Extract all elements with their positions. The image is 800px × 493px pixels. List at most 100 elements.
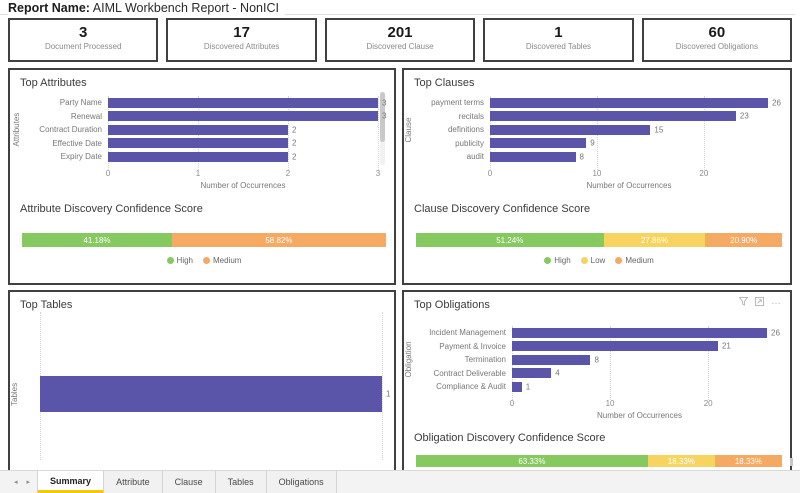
tab-summary[interactable]: Summary: [37, 471, 105, 493]
legend-dot-icon: [615, 257, 623, 264]
category-label: Expiry Date: [60, 152, 102, 162]
kpi-card[interactable]: 60 Discovered Obligations: [641, 18, 793, 62]
bar-value-label: 2: [292, 138, 297, 148]
x-tick-label: 0: [105, 168, 111, 178]
kpi-card[interactable]: 17 Discovered Attributes: [166, 18, 317, 62]
chart-title-top-attributes: Top Attributes: [20, 77, 87, 89]
bar-plot-area: 2: [108, 151, 378, 162]
bar-value-label: 9: [590, 138, 595, 148]
bar-value-label: 1: [386, 389, 391, 399]
bar[interactable]: [108, 151, 288, 162]
kpi-value: 3: [79, 24, 88, 41]
confidence-segment[interactable]: 18.33%: [647, 455, 715, 467]
bar[interactable]: [490, 124, 651, 135]
bar-value-label: 26: [772, 98, 781, 108]
legend-label: High: [554, 256, 571, 265]
visual-header-toolbar: …: [739, 295, 782, 307]
legend-item[interactable]: High: [166, 256, 193, 265]
bar[interactable]: [490, 111, 736, 122]
bar[interactable]: [40, 376, 382, 412]
chart-scrollbar-thumb[interactable]: [380, 92, 385, 142]
category-label: Party Name: [59, 98, 102, 108]
confidence-segment[interactable]: 27.86%: [603, 233, 706, 247]
x-tick-label: 2: [285, 168, 291, 178]
more-options-icon[interactable]: …: [771, 295, 782, 307]
legend-item[interactable]: Low: [580, 256, 606, 265]
bar-row: Contract Deliverable 4: [412, 367, 782, 381]
legend-dot-icon: [203, 257, 210, 264]
top-tables-chart: 1 Tables: [10, 312, 394, 460]
focus-mode-icon[interactable]: [755, 297, 764, 306]
bar[interactable]: [490, 151, 576, 162]
prev-page-icon[interactable]: ◂: [14, 479, 18, 486]
tab-clause[interactable]: Clause: [161, 471, 216, 493]
confidence-segment[interactable]: 58.82%: [171, 233, 386, 247]
confidence-segment[interactable]: 20.90%: [705, 233, 782, 247]
kpi-value: 1: [554, 24, 563, 41]
bar[interactable]: [108, 97, 378, 108]
bar[interactable]: [490, 138, 587, 149]
bar-plot-area: 8: [490, 151, 768, 162]
tab-obligations[interactable]: Obligations: [265, 471, 337, 493]
filter-icon[interactable]: [739, 297, 748, 306]
legend-label: Low: [590, 256, 606, 265]
bar[interactable]: [512, 341, 718, 352]
tab-attribute[interactable]: Attribute: [103, 471, 163, 493]
confidence-segment[interactable]: 41.18%: [22, 233, 172, 247]
chart-scrollbar[interactable]: [380, 92, 385, 165]
legend-item[interactable]: Medium: [615, 256, 654, 265]
category-label: recitals: [458, 111, 484, 121]
bar-value-label: 4: [555, 368, 560, 378]
bar-plot-area: 23: [490, 111, 768, 122]
bar-row: definitions 15: [412, 123, 782, 137]
confidence-segment[interactable]: 18.33%: [714, 455, 782, 467]
bar[interactable]: [108, 124, 288, 135]
bar-row: Termination 8: [412, 353, 782, 367]
legend-dot-icon: [580, 257, 588, 264]
chart-title-top-obligations: Top Obligations: [414, 299, 490, 311]
kpi-card[interactable]: 201 Discovered Clause: [324, 18, 476, 62]
bar[interactable]: [512, 368, 552, 379]
confidence-segment[interactable]: 63.33%: [416, 455, 648, 467]
legend-item[interactable]: Medium: [203, 256, 241, 265]
bar[interactable]: [512, 381, 522, 392]
kpi-card[interactable]: 3 Document Processed: [8, 18, 159, 62]
bar-value-label: 2: [292, 125, 297, 135]
kpi-label: Discovered Obligations: [675, 42, 758, 51]
bar-row: recitals 23: [412, 110, 782, 124]
h-scrollbar-end[interactable]: [790, 458, 793, 466]
kpi-card-row: 3 Document Processed 17 Discovered Attribut…: [8, 18, 793, 62]
next-page-icon[interactable]: ▸: [26, 479, 31, 486]
bar[interactable]: [512, 354, 591, 365]
confidence-segment[interactable]: 51.24%: [416, 233, 604, 247]
bar-value-label: 8: [594, 355, 599, 365]
x-tick-label: 1: [195, 168, 201, 178]
bar[interactable]: [108, 138, 288, 149]
x-tick-label: 0: [509, 398, 515, 408]
bar[interactable]: [512, 327, 767, 338]
kpi-label: Discovered Tables: [525, 42, 592, 51]
tab-tables[interactable]: Tables: [214, 471, 267, 493]
bar-value-label: 26: [771, 328, 780, 338]
gridline: [288, 96, 289, 170]
page-tab-bar: ◂ ▸ Summary Attribute Clause Tables Obligati…: [0, 470, 800, 493]
bar[interactable]: [490, 97, 768, 108]
legend-item[interactable]: High: [544, 256, 571, 265]
x-tick-label: 20: [699, 168, 709, 178]
bar[interactable]: [108, 111, 378, 122]
bar-plot-area: 4: [512, 368, 767, 379]
x-tick-label: 10: [592, 168, 602, 178]
bar-plot-area: 3: [108, 111, 386, 122]
top-clauses-chart: 0 10 20 payment terms 26 recitals 23 definition…: [404, 96, 782, 190]
legend-label: Medium: [625, 256, 654, 265]
panel-top-obligations: Top Obligations … 0 10 20 Incident Manageme…: [402, 290, 792, 471]
clause-confidence-bar: 51.24% 27.86% 20.90%: [416, 233, 782, 247]
bar-plot-area: 2: [108, 138, 378, 149]
clause-confidence-legend: High Low Medium: [416, 256, 782, 265]
category-label: Contract Deliverable: [433, 368, 506, 378]
x-tick-label: 10: [605, 398, 615, 408]
bar-value-label: 3: [382, 111, 387, 121]
bar-row: Contract Duration 2: [20, 123, 386, 137]
kpi-card[interactable]: 1 Discovered Tables: [483, 18, 634, 62]
